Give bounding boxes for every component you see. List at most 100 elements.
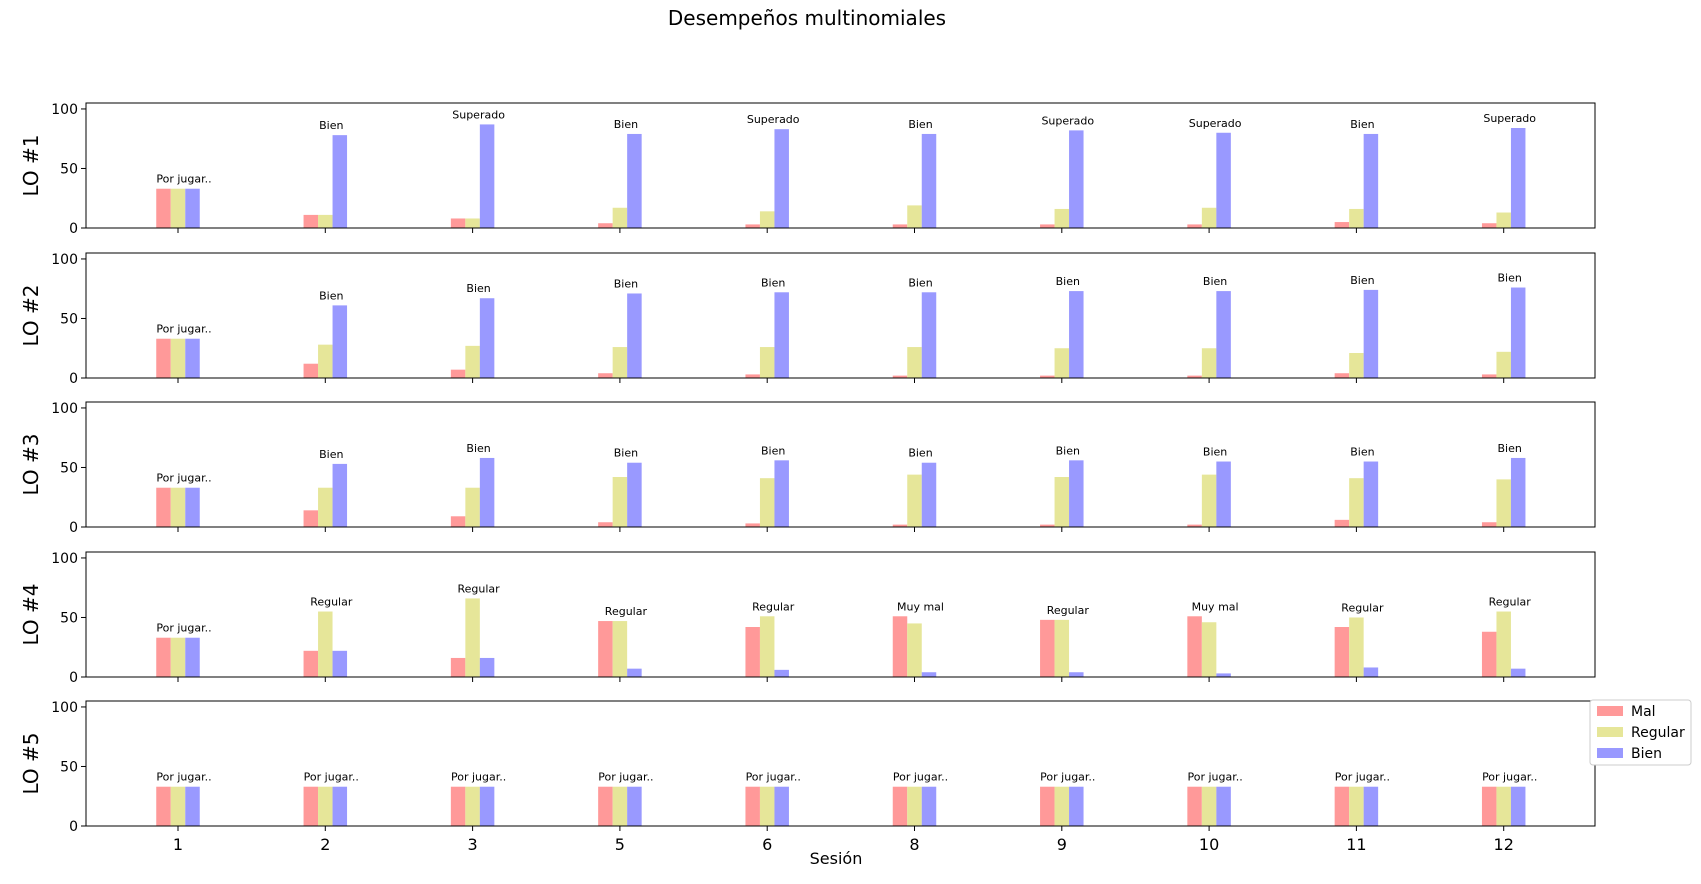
bar-regular: [907, 786, 922, 826]
bar-bien: [1510, 128, 1526, 228]
bar-mal: [1481, 223, 1497, 228]
bar-regular: [1201, 348, 1217, 378]
y-tick-label: 100: [51, 700, 78, 716]
bar-annotation: Bien: [319, 119, 343, 132]
bar-annotation: Bien: [614, 447, 638, 460]
bar-regular: [1201, 207, 1217, 228]
bar-regular: [1496, 479, 1511, 527]
bar-annotation: Por jugar..: [746, 771, 801, 784]
bar-annotation: Superado: [1189, 117, 1242, 130]
subplot-5: 0 50 100 LO #5 Por jugar.. Por jugar.. Por jug…: [19, 700, 1596, 835]
bar-regular: [907, 347, 922, 378]
bar-regular: [1054, 477, 1070, 527]
bar-bien: [1069, 460, 1084, 527]
bar-regular: [612, 621, 628, 677]
bar-mal: [450, 218, 466, 228]
bar-bien: [185, 786, 200, 826]
bar-annotation: Regular: [310, 596, 353, 609]
legend-swatch-regular: [1597, 727, 1623, 737]
bar-annotation: Bien: [1203, 275, 1227, 288]
bar-mal: [1334, 786, 1350, 826]
bar-annotation: Bien: [466, 282, 490, 295]
bar-annotation: Muy mal: [897, 600, 944, 613]
bar-annotation: Bien: [761, 444, 785, 457]
bar-annotation: Por jugar..: [1335, 771, 1390, 784]
bar-annotation: Bien: [614, 277, 638, 290]
bar-annotation: Superado: [452, 108, 505, 121]
y-tick-label: 0: [69, 520, 78, 536]
chart-title: Desempeños multinomiales: [668, 6, 946, 30]
y-tick-label: 50: [60, 460, 78, 476]
bar-mal: [1187, 786, 1202, 826]
bar-mal: [1187, 224, 1202, 228]
bar-mal: [892, 616, 908, 677]
bar-regular: [1349, 617, 1364, 677]
bar-annotation: Por jugar..: [304, 771, 359, 784]
bar-regular: [1349, 786, 1364, 826]
bar-regular: [1201, 474, 1217, 527]
bar-bien: [1363, 289, 1379, 378]
bar-bien: [185, 338, 200, 378]
bar-mal: [156, 487, 171, 527]
subplots: 0 50 100 LO #1 Por jugar.. Bien Superado Bien Su…: [19, 102, 1596, 854]
bar-regular: [318, 786, 333, 826]
bar-mal: [1334, 373, 1350, 378]
x-tick-label: 12: [1494, 835, 1514, 854]
y-axis-label: LO #1: [19, 134, 43, 196]
bar-annotation: Por jugar..: [156, 323, 211, 336]
bar-bien: [1069, 291, 1084, 378]
bar-mal: [1040, 619, 1055, 677]
bar-mal: [1481, 374, 1497, 378]
bar-mal: [1334, 519, 1350, 527]
y-tick-label: 100: [51, 401, 78, 417]
bar-mal: [156, 637, 171, 677]
bar-annotation: Bien: [466, 442, 490, 455]
bar-bien: [1510, 287, 1526, 378]
bar-bien: [1510, 668, 1526, 677]
x-tick-label: 11: [1346, 835, 1366, 854]
bar-mal: [1187, 616, 1202, 677]
bar-mal: [1334, 627, 1350, 677]
bar-mal: [745, 374, 760, 378]
bar-regular: [1054, 786, 1070, 826]
bar-annotation: Bien: [1498, 272, 1522, 285]
y-axis-label: LO #3: [19, 433, 43, 495]
bar-mal: [598, 373, 613, 378]
bar-regular: [318, 344, 333, 378]
bar-mal: [156, 188, 171, 228]
bar-regular: [759, 616, 775, 677]
legend-label-regular: Regular: [1631, 725, 1685, 741]
bar-mal: [156, 338, 171, 378]
bar-bien: [332, 786, 348, 826]
bar-bien: [479, 457, 495, 527]
bar-annotation: Por jugar..: [156, 173, 211, 186]
bar-bien: [774, 786, 789, 826]
bar-bien: [774, 292, 789, 378]
bar-mal: [1481, 786, 1497, 826]
bar-bien: [921, 672, 937, 677]
bar-mal: [1187, 375, 1202, 378]
bar-bien: [1363, 133, 1379, 228]
bar-annotation: Por jugar..: [156, 771, 211, 784]
bar-regular: [1349, 353, 1364, 378]
bar-regular: [318, 611, 333, 677]
x-tick-label: 8: [909, 835, 919, 854]
bar-mal: [450, 516, 466, 527]
bar-mal: [156, 786, 171, 826]
x-axis-label: Sesión: [810, 849, 863, 868]
bar-annotation: Bien: [908, 447, 932, 460]
bar-annotation: Bien: [319, 289, 343, 302]
subplot-frame: [85, 551, 1596, 678]
x-tick-label: 3: [468, 835, 478, 854]
y-tick-label: 100: [51, 102, 78, 118]
x-tick-label: 6: [762, 835, 772, 854]
bar-mal: [598, 621, 613, 677]
bar-bien: [774, 129, 789, 228]
bar-regular: [612, 347, 628, 378]
bar-mal: [1481, 631, 1497, 677]
bar-mal: [303, 650, 319, 677]
bar-regular: [1496, 611, 1511, 677]
y-axis-label: LO #5: [19, 732, 43, 794]
bar-bien: [627, 786, 642, 826]
